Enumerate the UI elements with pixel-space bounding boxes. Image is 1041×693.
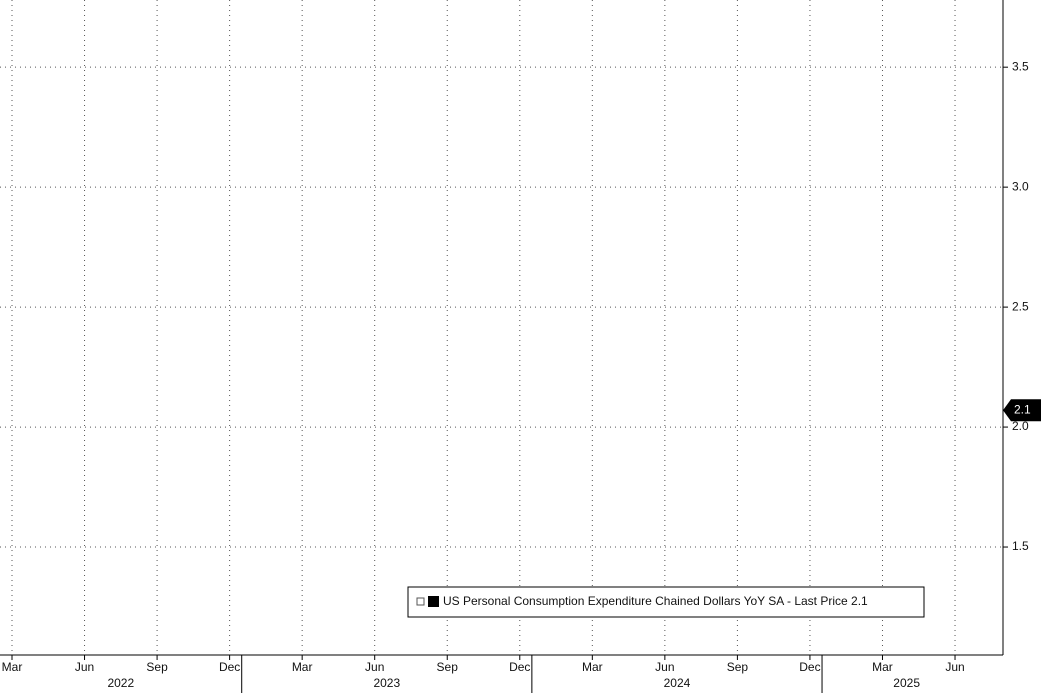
last-price-label: 2.1 [1014,402,1031,416]
legend-name: US Personal Consumption Expenditure Chai… [443,594,784,608]
year-label: 2022 [107,676,134,690]
x-tick-label: Jun [75,660,94,674]
year-label: 2025 [893,676,920,690]
legend: US Personal Consumption Expenditure Chai… [407,586,925,618]
legend-box [407,586,925,618]
legend-toggle [416,597,425,606]
y-tick-label: 2.0 [1012,419,1029,433]
legend-last-price: 2.1 [851,594,868,608]
x-tick-label: Dec [509,660,530,674]
y-tick-label: 3.0 [1012,179,1029,193]
legend-suffix: - Last Price [787,594,848,608]
x-tick-label: Dec [799,660,820,674]
x-tick-label: Mar [2,660,23,674]
last-price-tag [1003,399,1041,422]
x-tick-label: Jun [655,660,674,674]
y-tick-label: 1.5 [1012,539,1029,553]
legend-label: US Personal Consumption Expenditure Chai… [443,594,868,608]
x-tick-label: Sep [437,660,459,674]
x-tick-label: Mar [292,660,313,674]
year-label: 2024 [664,676,691,690]
x-tick-label: Sep [727,660,749,674]
legend-swatch [428,596,439,607]
x-tick-label: Mar [582,660,603,674]
x-tick-label: Jun [365,660,384,674]
x-tick-label: Dec [219,660,240,674]
x-tick-label: Jun [945,660,964,674]
y-tick-label: 3.5 [1012,59,1029,73]
x-tick-label: Mar [872,660,893,674]
x-tick-label: Sep [146,660,168,674]
year-label: 2023 [373,676,400,690]
y-tick-label: 2.5 [1012,299,1029,313]
